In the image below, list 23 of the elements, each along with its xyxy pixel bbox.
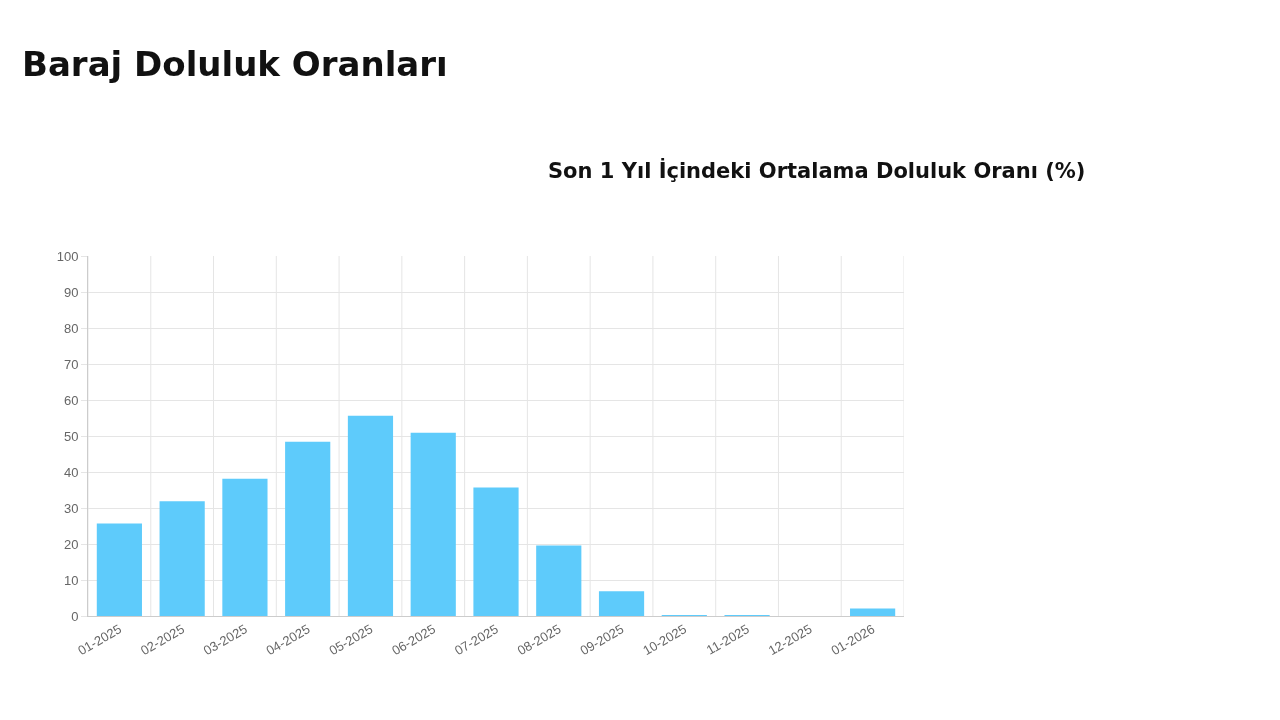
bar <box>536 545 582 616</box>
bar <box>159 501 205 616</box>
y-tick-label: 50 <box>63 428 79 444</box>
bar <box>850 608 896 616</box>
y-tick-label: 30 <box>63 500 79 516</box>
y-tick-label: 20 <box>63 536 79 552</box>
y-tick-label: 70 <box>63 356 79 372</box>
chart-subtitle: Son 1 Yıl İçindeki Ortalama Doluluk Oranı (%) <box>548 158 1086 183</box>
y-tick-label: 60 <box>63 392 79 408</box>
y-tick-label: 40 <box>63 464 79 480</box>
bar <box>598 591 645 616</box>
bar <box>410 432 456 616</box>
bar <box>473 487 519 616</box>
bar <box>222 478 268 616</box>
bar <box>285 441 331 616</box>
bar <box>347 415 394 616</box>
chart-title: Baraj Doluluk Oranları <box>22 43 448 84</box>
y-tick-label: 0 <box>71 608 79 624</box>
bar <box>96 523 142 616</box>
y-tick-label: 80 <box>63 320 79 336</box>
y-tick-label: 100 <box>56 248 79 264</box>
y-tick-label: 90 <box>63 284 79 300</box>
y-tick-label: 10 <box>63 572 79 588</box>
